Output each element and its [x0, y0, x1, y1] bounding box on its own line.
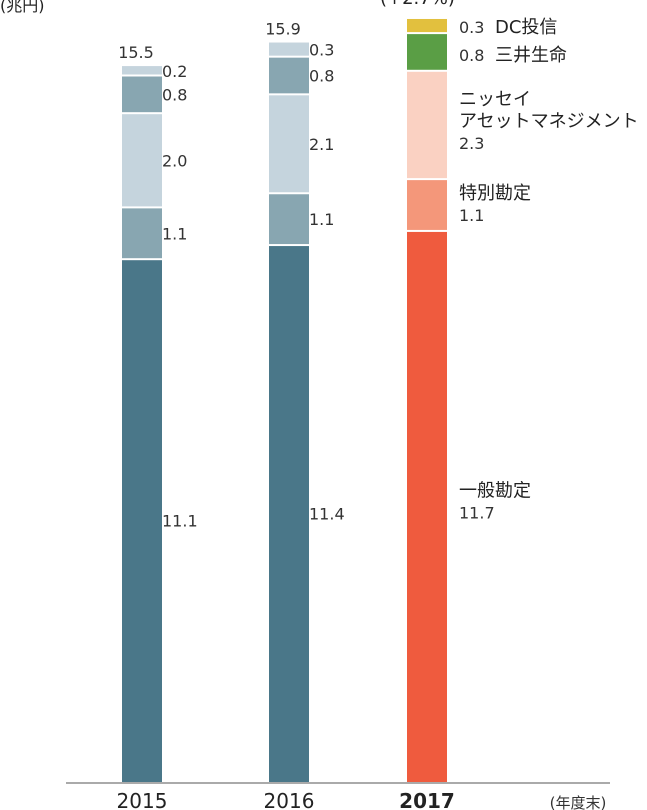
- legend-label: DC投信: [495, 17, 557, 38]
- value-label: 1.1: [459, 206, 484, 225]
- value-label: 0.8: [162, 85, 187, 104]
- x-tick-label: 2015: [117, 789, 168, 810]
- value-label: 0.3: [459, 18, 484, 37]
- bar-segment: [269, 42, 309, 56]
- value-label: 0.8: [459, 46, 484, 65]
- bar-segment: [122, 66, 162, 75]
- bar-segment: [269, 57, 309, 94]
- bar-segment: [122, 208, 162, 259]
- value-label: 2.0: [162, 151, 187, 170]
- value-label: 11.7: [459, 503, 495, 522]
- value-label: 0.8: [309, 67, 334, 86]
- bar-segment: [407, 34, 447, 70]
- legend-label: 三井生命: [495, 45, 567, 66]
- value-label: 1.1: [309, 210, 334, 229]
- value-label: 0.3: [309, 41, 334, 60]
- total-label: 15.9: [265, 20, 301, 39]
- value-label: 2.3: [459, 134, 484, 153]
- legend-label: アセットマネジメント: [459, 111, 639, 132]
- bar-segment: [122, 260, 162, 782]
- legend-label: 一般勘定: [459, 480, 531, 501]
- value-label: 11.4: [309, 505, 345, 524]
- bar-segment: [407, 231, 447, 782]
- y-unit-label: (兆円): [0, 0, 45, 15]
- x-tick-label: 2016: [264, 789, 315, 810]
- growth-rate-label: (+2.7%): [380, 0, 455, 9]
- x-axis-unit-label: (年度末): [550, 794, 607, 810]
- bar-segment: [122, 76, 162, 113]
- legend-label: ニッセイ: [459, 89, 531, 110]
- bar-segment: [269, 95, 309, 193]
- x-tick-label: 2017: [399, 789, 455, 810]
- bar-segment: [407, 180, 447, 230]
- bar-segment: [122, 114, 162, 207]
- legend-label: 特別勘定: [459, 183, 531, 204]
- bar-segment: [269, 246, 309, 782]
- bar-segment: [407, 18, 447, 33]
- value-label: 11.1: [162, 512, 198, 531]
- bar-segment: [269, 194, 309, 245]
- value-label: 1.1: [162, 224, 187, 243]
- value-label: 2.1: [309, 135, 334, 154]
- bar-segment: [407, 71, 447, 179]
- value-label: 0.2: [162, 62, 187, 81]
- total-label: 15.5: [118, 43, 154, 62]
